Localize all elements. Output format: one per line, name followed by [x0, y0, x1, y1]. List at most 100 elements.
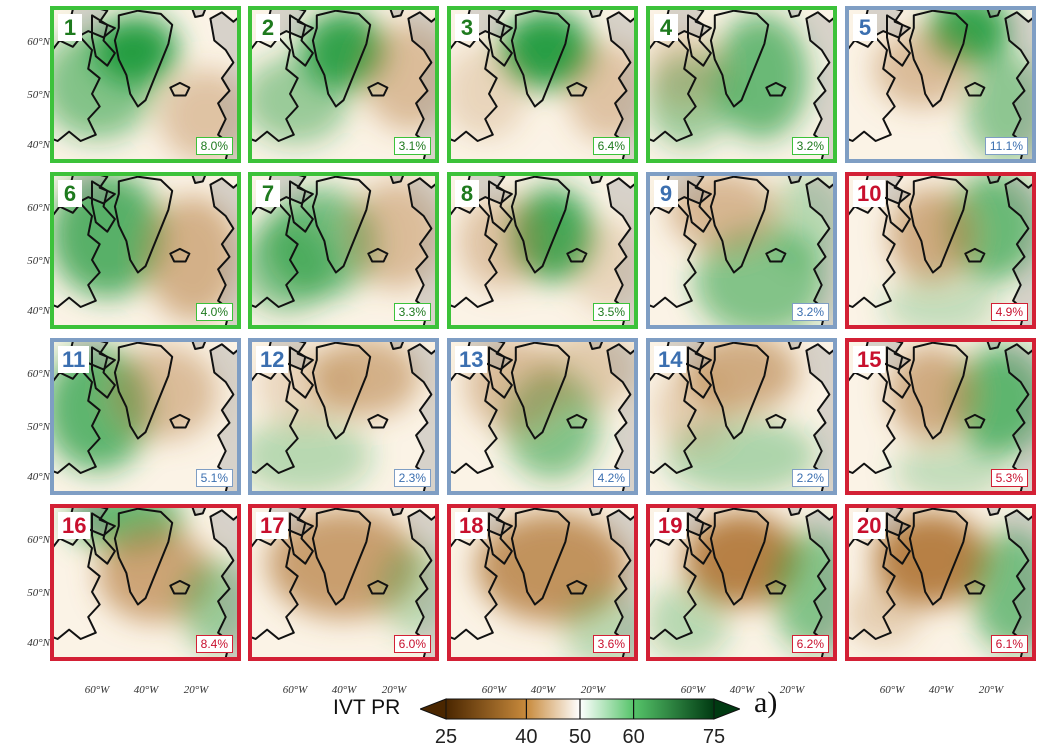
map-panel: 7 3.3% [248, 172, 439, 329]
latitude-label: 60°N [27, 368, 50, 380]
map-panel: 13 4.2% [447, 338, 638, 495]
map-panel: 10 4.9% [845, 172, 1036, 329]
colorbar-tick-label: 50 [568, 726, 592, 748]
colorbar [420, 698, 740, 720]
map-panel: 15 5.3% [845, 338, 1036, 495]
map-field [451, 508, 634, 657]
longitude-label: 20°W [978, 684, 1004, 696]
colorbar-title: IVT PR [333, 696, 401, 719]
colorbar-tick-label: 75 [702, 726, 726, 748]
map-panel: 14 2.2% [646, 338, 837, 495]
colorbar-tick-label: 25 [434, 726, 458, 748]
panel-frequency: 8.4% [195, 635, 233, 653]
longitude-label: 60°W [481, 684, 507, 696]
map-field [849, 176, 1032, 325]
map-panel: 11 5.1% [50, 338, 241, 495]
map-field [650, 10, 833, 159]
panel-frequency: 4.9% [990, 303, 1028, 321]
panel-frequency: 4.0% [195, 303, 233, 321]
panel-number: 19 [654, 512, 687, 539]
panel-frequency: 6.1% [990, 635, 1028, 653]
panel-frequency: 3.2% [791, 303, 829, 321]
latitude-label: 40°N [27, 471, 50, 483]
panel-number: 13 [455, 346, 488, 373]
latitude-label: 40°N [27, 637, 50, 649]
panel-number: 5 [853, 14, 877, 41]
map-panel: 6 4.0% [50, 172, 241, 329]
panel-frequency: 2.3% [393, 469, 431, 487]
panel-frequency: 3.3% [393, 303, 431, 321]
longitude-label: 60°W [879, 684, 905, 696]
map-panel: 3 6.4% [447, 6, 638, 163]
map-panel: 17 6.0% [248, 504, 439, 661]
panel-frequency: 11.1% [984, 137, 1028, 155]
map-panel: 2 3.1% [248, 6, 439, 163]
colorbar-tick-label: 60 [622, 726, 645, 748]
panel-number: 18 [455, 512, 488, 539]
panel-frequency: 3.5% [592, 303, 630, 321]
panel-number: 14 [654, 346, 687, 373]
latitude-label: 40°N [27, 139, 50, 151]
map-panel: 16 8.4% [50, 504, 241, 661]
panel-frequency: 2.2% [791, 469, 829, 487]
longitude-label: 40°W [133, 684, 159, 696]
map-panel: 20 6.1% [845, 504, 1036, 661]
panel-frequency: 5.1% [195, 469, 233, 487]
panel-frequency: 3.2% [791, 137, 829, 155]
latitude-label: 50°N [27, 255, 50, 267]
map-panel: 1 8.0% [50, 6, 241, 163]
map-field [650, 176, 833, 325]
latitude-label: 40°N [27, 305, 50, 317]
panel-frequency: 3.6% [592, 635, 630, 653]
panel-number: 1 [58, 14, 82, 41]
longitude-label: 20°W [580, 684, 606, 696]
latitude-label: 50°N [27, 587, 50, 599]
map-field [54, 176, 237, 325]
map-panel: 9 3.2% [646, 172, 837, 329]
panel-frequency: 5.3% [990, 469, 1028, 487]
panel-number: 20 [853, 512, 886, 539]
panel-letter: a) [754, 686, 778, 719]
longitude-label: 20°W [183, 684, 209, 696]
map-field [252, 10, 435, 159]
map-panel: 12 2.3% [248, 338, 439, 495]
map-field [650, 508, 833, 657]
map-field [849, 10, 1032, 159]
panel-frequency: 6.4% [592, 137, 630, 155]
map-panel: 18 3.6% [447, 504, 638, 661]
map-field [650, 342, 833, 491]
panel-frequency: 8.0% [195, 137, 233, 155]
panel-number: 10 [853, 180, 886, 207]
panel-frequency: 6.0% [393, 635, 431, 653]
longitude-label: 40°W [331, 684, 357, 696]
panel-frequency: 4.2% [592, 469, 630, 487]
panel-number: 2 [256, 14, 280, 41]
map-panel: 19 6.2% [646, 504, 837, 661]
colorbar-tick-label: 40 [515, 726, 538, 748]
panel-frequency: 6.2% [791, 635, 829, 653]
latitude-label: 50°N [27, 421, 50, 433]
latitude-label: 60°N [27, 36, 50, 48]
panel-number: 4 [654, 14, 678, 41]
panel-number: 8 [455, 180, 479, 207]
panel-number: 17 [256, 512, 289, 539]
longitude-label: 60°W [282, 684, 308, 696]
latitude-label: 60°N [27, 202, 50, 214]
colorbar-extend-high [713, 698, 740, 720]
colorbar-extend-low [420, 698, 447, 720]
panel-frequency: 3.1% [393, 137, 431, 155]
map-panel: 4 3.2% [646, 6, 837, 163]
map-field [451, 10, 634, 159]
panel-number: 12 [256, 346, 289, 373]
panel-number: 6 [58, 180, 82, 207]
longitude-label: 60°W [680, 684, 706, 696]
longitude-label: 60°W [84, 684, 110, 696]
panel-number: 7 [256, 180, 280, 207]
panel-number: 15 [853, 346, 886, 373]
panel-number: 16 [58, 512, 91, 539]
longitude-label: 40°W [729, 684, 755, 696]
map-field [54, 10, 237, 159]
longitude-label: 20°W [381, 684, 407, 696]
longitude-label: 20°W [779, 684, 805, 696]
